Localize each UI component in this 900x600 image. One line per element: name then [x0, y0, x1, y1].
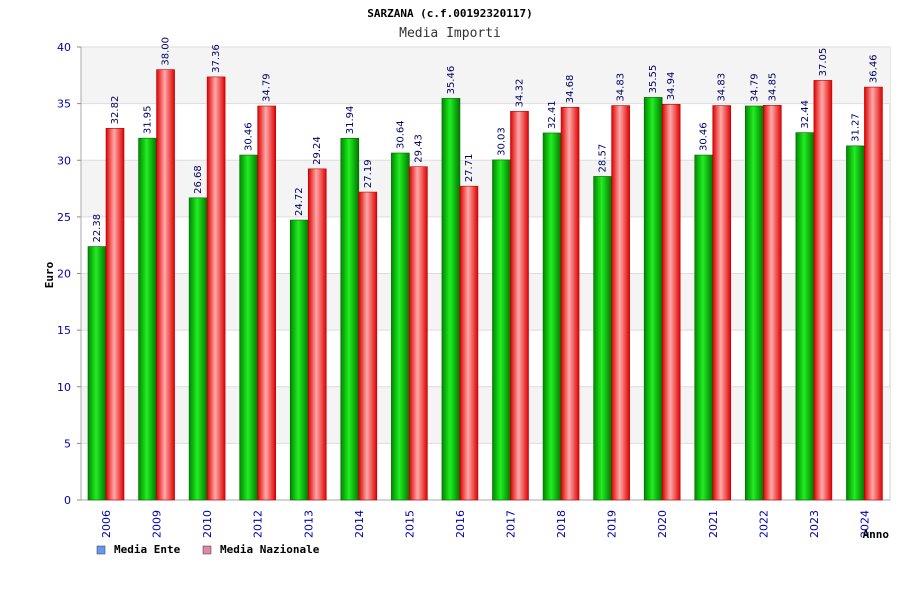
data-label: 27.19 — [363, 159, 374, 188]
bar-media-ente-2022 — [745, 105, 764, 501]
bar-media-nazionale-2020 — [661, 104, 681, 501]
x-tick-label: 2024 — [858, 510, 871, 538]
data-label: 34.94 — [666, 72, 677, 101]
x-tick-label: 2015 — [403, 510, 416, 538]
bar-media-nazionale-2016 — [459, 185, 479, 501]
legend: Media Ente Media Nazionale — [96, 543, 320, 556]
x-tick-label: 2021 — [707, 510, 720, 538]
bar-media-nazionale-2023 — [813, 80, 833, 501]
data-label: 34.68 — [565, 75, 576, 104]
x-tick-label: 2006 — [100, 510, 113, 538]
data-label: 37.36 — [211, 44, 222, 73]
legend-swatch-media-nazionale — [202, 545, 212, 555]
data-label: 34.85 — [767, 73, 778, 102]
bar-media-nazionale-2022 — [763, 105, 782, 501]
y-tick-label: 5 — [64, 437, 71, 450]
bar-media-nazionale-2014 — [358, 191, 378, 501]
x-tick-label: 2010 — [201, 510, 214, 538]
data-label: 34.79 — [262, 73, 273, 102]
y-tick-label: 0 — [64, 494, 71, 507]
data-label: 28.57 — [598, 144, 609, 173]
bar-media-nazionale-2013 — [307, 168, 327, 501]
bar-media-nazionale-2009 — [156, 69, 175, 501]
bar-media-nazionale-2015 — [409, 166, 428, 501]
legend-swatch-media-ente — [96, 545, 106, 555]
data-label: 34.79 — [749, 73, 760, 102]
legend-label-media-ente: Media Ente — [114, 543, 181, 556]
data-label: 30.03 — [497, 127, 508, 156]
x-axis-label: Anno — [863, 528, 890, 541]
bar-media-ente-2023 — [795, 132, 815, 501]
y-tick-label: 10 — [57, 381, 71, 394]
bar-media-nazionale-2024 — [864, 86, 883, 501]
bar-media-ente-2013 — [289, 219, 309, 501]
x-tick-label: 2023 — [808, 510, 821, 538]
data-label: 34.83 — [717, 73, 728, 102]
data-label: 24.72 — [294, 187, 305, 216]
data-label: 30.46 — [699, 122, 710, 151]
data-label: 31.94 — [345, 106, 356, 135]
y-tick-label: 40 — [57, 41, 71, 54]
y-tick-label: 35 — [57, 98, 71, 111]
legend-label-media-nazionale: Media Nazionale — [220, 543, 320, 556]
x-tick-label: 2019 — [606, 510, 619, 538]
y-tick-label: 15 — [57, 324, 71, 337]
bar-media-ente-2014 — [340, 137, 360, 501]
data-label: 31.27 — [850, 113, 861, 142]
bar-media-nazionale-2021 — [712, 105, 732, 501]
bar-media-ente-2006 — [87, 246, 107, 501]
chart-subtitle: Media Importi — [399, 26, 501, 41]
bar-media-nazionale-2019 — [611, 105, 630, 501]
bar-media-nazionale-2017 — [510, 111, 529, 501]
bar-media-ente-2019 — [593, 176, 612, 501]
bar-media-nazionale-2006 — [105, 128, 125, 501]
data-label: 30.64 — [395, 120, 406, 149]
bar-media-ente-2009 — [138, 137, 157, 501]
bar-media-ente-2017 — [492, 159, 511, 501]
data-label: 37.05 — [818, 48, 829, 77]
data-label: 27.71 — [464, 154, 475, 183]
bar-media-ente-2020 — [643, 97, 663, 501]
bar-media-ente-2012 — [239, 154, 258, 501]
y-tick-label: 25 — [57, 211, 71, 224]
data-label: 35.46 — [446, 66, 457, 95]
data-label: 34.32 — [515, 79, 526, 108]
data-label: 38.00 — [161, 37, 172, 66]
x-tick-label: 2009 — [151, 510, 164, 538]
bar-media-nazionale-2012 — [257, 105, 276, 501]
x-tick-label: 2014 — [353, 510, 366, 538]
data-label: 29.43 — [413, 134, 424, 163]
data-label: 30.46 — [244, 122, 255, 151]
bar-media-ente-2024 — [846, 145, 865, 501]
bar-media-ente-2010 — [188, 197, 208, 501]
x-tick-label: 2016 — [454, 510, 467, 538]
bar-media-ente-2016 — [441, 98, 461, 501]
chart-title: SARZANA (c.f.00192320117) — [367, 7, 533, 20]
data-label: 36.46 — [868, 54, 879, 83]
y-axis-label: Euro — [43, 261, 56, 288]
bar-media-ente-2021 — [694, 154, 714, 501]
data-label: 26.68 — [193, 165, 204, 194]
bar-media-ente-2018 — [542, 132, 562, 501]
x-tick-label: 2020 — [656, 510, 669, 538]
x-tick-label: 2012 — [252, 510, 265, 538]
y-tick-label: 20 — [57, 268, 71, 281]
bar-media-ente-2015 — [391, 152, 410, 501]
bar-media-nazionale-2010 — [206, 76, 226, 501]
x-tick-label: 2017 — [505, 510, 518, 538]
data-label: 32.41 — [547, 100, 558, 129]
bar-media-nazionale-2018 — [560, 106, 580, 501]
x-tick-label: 2013 — [302, 510, 315, 538]
data-label: 35.55 — [648, 65, 659, 94]
data-label: 34.83 — [616, 73, 627, 102]
x-tick-label: 2022 — [757, 510, 770, 538]
data-label: 32.44 — [800, 100, 811, 129]
data-label: 29.24 — [312, 136, 323, 165]
x-tick-label: 2018 — [555, 510, 568, 538]
data-label: 32.82 — [110, 96, 121, 125]
data-label: 31.95 — [143, 106, 154, 135]
y-tick-label: 30 — [57, 154, 71, 167]
data-label: 22.38 — [92, 214, 103, 243]
